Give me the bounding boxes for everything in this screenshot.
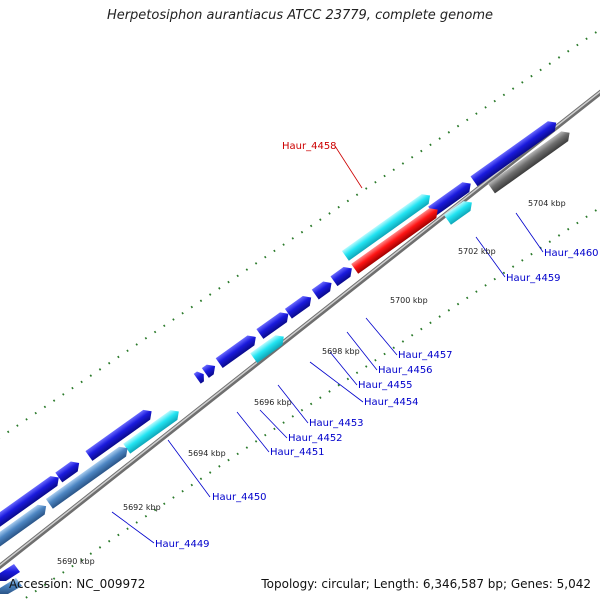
page-title: Herpetosiphon aurantiacus ATCC 23779, co… (106, 8, 494, 23)
gene-label-haur-4453[interactable]: Haur_4453 (309, 418, 364, 429)
gene-haur-4451[interactable] (201, 361, 219, 378)
gene-label-haur-4455[interactable]: Haur_4455 (358, 380, 413, 391)
gene-haur-4448-inner[interactable] (0, 501, 50, 548)
gene-label-haur-4450[interactable]: Haur_4450 (212, 492, 267, 503)
gene-haur-4456[interactable] (311, 278, 335, 300)
gene-haur-4460[interactable] (470, 118, 560, 187)
gene-label-haur-4454[interactable]: Haur_4454 (364, 397, 419, 408)
gene-haur-4450-outer[interactable] (193, 369, 207, 384)
kbp-label: 5690 kbp (57, 557, 95, 566)
outer-tick-rail (0, 28, 600, 439)
label-leader-highlight (334, 145, 363, 189)
gene-label-haur-4458[interactable]: Haur_4458 (282, 141, 337, 152)
accession-text: Accession: NC_009972 (9, 577, 146, 591)
gene-haur-4453[interactable] (250, 332, 287, 363)
kbp-label: 5696 kbp (254, 398, 292, 407)
gene-haur-4450[interactable] (85, 406, 155, 461)
gene-labels: Haur_4449 Haur_4450 Haur_4451 Haur_4452 … (155, 141, 599, 550)
kbp-label: 5692 kbp (123, 503, 161, 512)
gene-haur-4458-outer[interactable] (341, 191, 434, 261)
kbp-label: 5698 kbp (322, 347, 360, 356)
gene-haur-4457[interactable] (284, 293, 315, 319)
gene-haur-4459-inner[interactable] (443, 198, 475, 225)
gene-label-haur-4452[interactable]: Haur_4452 (288, 433, 343, 444)
genome-backbone (0, 89, 600, 570)
kbp-label: 5700 kbp (390, 296, 428, 305)
gene-row-inner (0, 128, 573, 548)
kbp-label: 5694 kbp (188, 449, 226, 458)
gene-label-haur-4459[interactable]: Haur_4459 (506, 273, 561, 284)
gene-label-haur-4449[interactable]: Haur_4449 (155, 539, 210, 550)
gene-haur-4459[interactable] (428, 179, 474, 217)
gene-fragment-edge[interactable] (0, 564, 20, 581)
gene-haur-4452[interactable] (215, 332, 260, 368)
gene-haur-4449[interactable] (0, 473, 62, 528)
gene-haur-4449-outer[interactable] (55, 458, 82, 483)
gene-label-haur-4460[interactable]: Haur_4460 (544, 248, 599, 259)
gene-row-forward (0, 118, 560, 528)
gene-fragment-edge-inner[interactable] (0, 578, 22, 594)
kbp-labels: 5690 kbp 5692 kbp 5694 kbp 5696 kbp 5698… (57, 199, 566, 566)
kbp-label: 5704 kbp (528, 199, 566, 208)
gene-haur-4458[interactable] (351, 205, 441, 274)
gene-haur-4455[interactable] (330, 264, 355, 287)
gene-haur-4454[interactable] (256, 309, 291, 339)
kbp-label: 5702 kbp (458, 247, 496, 256)
label-leaders (111, 212, 544, 544)
gene-label-haur-4451[interactable]: Haur_4451 (270, 447, 325, 458)
gene-haur-4449-inner[interactable] (45, 443, 131, 509)
gene-label-haur-4457[interactable]: Haur_4457 (398, 350, 453, 361)
gene-haur-4450-inner[interactable] (123, 407, 182, 454)
gene-label-haur-4456[interactable]: Haur_4456 (378, 365, 433, 376)
genome-summary: Topology: circular; Length: 6,346,587 bp… (261, 577, 591, 591)
gene-haur-4460-inner[interactable] (487, 128, 573, 194)
inner-tick-rail (15, 206, 600, 604)
